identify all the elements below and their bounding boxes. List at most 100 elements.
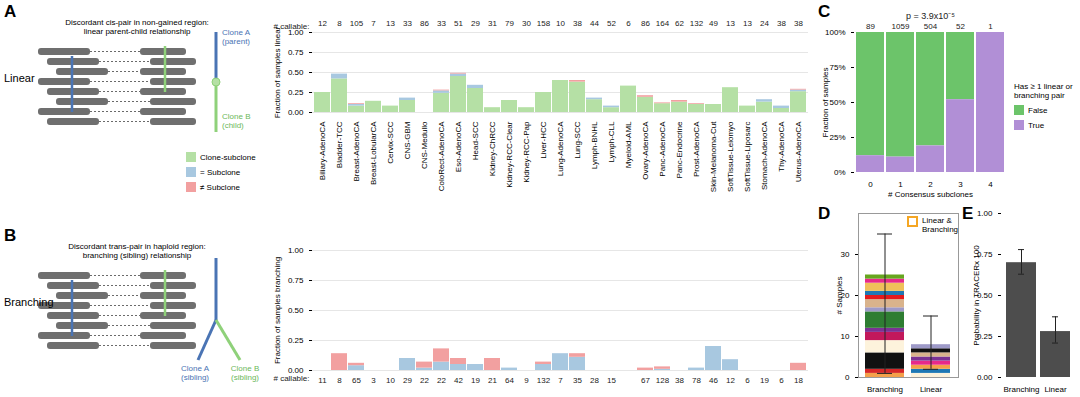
svg-text:89: 89 [866,22,875,31]
svg-text:30: 30 [522,19,531,28]
svg-text:29: 29 [471,19,480,28]
svg-text:Linear: Linear [920,385,943,394]
svg-text:22: 22 [420,376,429,385]
svg-text:13: 13 [386,19,395,28]
svg-text:Eso-AdenoCA: Eso-AdenoCA [454,121,463,172]
svg-text:# callable:: # callable: [273,22,309,31]
svg-text:Cervix-SCC: Cervix-SCC [386,121,395,163]
svg-text:0.00: 0.00 [288,108,304,117]
svg-text:24: 24 [760,19,769,28]
svg-text:15: 15 [607,376,616,385]
svg-text:158: 158 [537,19,551,28]
svg-text:64: 64 [505,376,514,385]
svg-text:10: 10 [386,376,395,385]
svg-text:13: 13 [743,19,752,28]
svg-text:Breast-LobularCA: Breast-LobularCA [369,121,378,185]
svg-text:Thy-AdenoCA: Thy-AdenoCA [777,121,786,172]
svg-text:33: 33 [437,19,446,28]
svg-text:19: 19 [471,376,480,385]
svg-text:1.00: 1.00 [977,209,993,218]
svg-text:Kidney-RCC-Clear: Kidney-RCC-Clear [505,121,514,188]
svg-text:CNS-Medullo: CNS-Medullo [420,121,429,169]
svg-text:42: 42 [454,376,463,385]
svg-text:29: 29 [403,376,412,385]
svg-text:38: 38 [573,19,582,28]
svg-text:8: 8 [337,19,342,28]
svg-text:52: 52 [956,22,965,31]
svg-text:0.25: 0.25 [288,336,304,345]
svg-text:3: 3 [371,376,376,385]
svg-text:0: 0 [845,373,850,382]
svg-text:0.25: 0.25 [288,88,304,97]
svg-text:Lung-SCC: Lung-SCC [573,121,582,159]
svg-text:128: 128 [656,376,670,385]
svg-text:21: 21 [488,376,497,385]
svg-text:10: 10 [556,19,565,28]
svg-text:Breast-AdenoCA: Breast-AdenoCA [352,121,361,182]
svg-text:30: 30 [841,250,850,259]
svg-text:28: 28 [590,376,599,385]
svg-text:6: 6 [626,19,631,28]
svg-text:3: 3 [958,180,963,189]
svg-text:86: 86 [641,19,650,28]
svg-text:132: 132 [537,376,551,385]
svg-text:132: 132 [690,19,704,28]
svg-text:Uterus-AdenoCA: Uterus-AdenoCA [794,121,803,182]
svg-text:1: 1 [988,22,993,31]
svg-text:9: 9 [524,376,529,385]
svg-text:Panc-Endocrine: Panc-Endocrine [675,121,684,178]
svg-text:78: 78 [692,376,701,385]
svg-text:50%: 50% [829,98,845,107]
svg-text:504: 504 [924,22,938,31]
svg-text:Probability in TRACERx 100: Probability in TRACERx 100 [972,245,981,346]
svg-text:0: 0 [868,180,873,189]
svg-text:SoftTissue-Leiomyo: SoftTissue-Leiomyo [726,121,735,192]
svg-text:1059: 1059 [892,22,910,31]
svg-text:0.75: 0.75 [288,276,304,285]
svg-text:Kidney-ChRCC: Kidney-ChRCC [488,121,497,176]
svg-text:38: 38 [777,19,786,28]
svg-text:Bladder-TCC: Bladder-TCC [335,121,344,168]
svg-text:35: 35 [573,376,582,385]
svg-text:6: 6 [779,376,784,385]
svg-text:10: 10 [841,332,850,341]
svg-text:Kidney-RCC-Pap: Kidney-RCC-Pap [522,121,531,183]
svg-text:1: 1 [898,180,903,189]
svg-text:33: 33 [403,19,412,28]
svg-text:19: 19 [760,376,769,385]
svg-text:86: 86 [420,19,429,28]
svg-text:Prost-AdenoCA: Prost-AdenoCA [692,121,701,177]
svg-text:4: 4 [988,180,993,189]
svg-text:Stomach-AdenoCA: Stomach-AdenoCA [760,121,769,190]
svg-text:Branching: Branching [867,385,903,394]
svg-text:67: 67 [641,376,650,385]
svg-text:0.75: 0.75 [288,48,304,57]
svg-text:75%: 75% [829,63,845,72]
svg-text:12: 12 [318,19,327,28]
svg-text:7: 7 [371,19,376,28]
svg-text:1.00: 1.00 [288,246,304,255]
svg-text:Linear: Linear [1044,385,1067,394]
svg-text:Liver-HCC: Liver-HCC [539,121,548,159]
svg-text:38: 38 [675,376,684,385]
svg-text:Branching: Branching [1003,385,1039,394]
svg-text:18: 18 [794,376,803,385]
svg-text:49: 49 [709,19,718,28]
svg-text:13: 13 [726,19,735,28]
svg-text:0.50: 0.50 [288,68,304,77]
svg-text:0%: 0% [834,168,846,177]
svg-text:# callable:: # callable: [273,374,309,383]
svg-text:105: 105 [350,19,364,28]
svg-text:Lymph-BNHL: Lymph-BNHL [590,121,599,169]
svg-text:CNS-GBM: CNS-GBM [403,121,412,159]
svg-text:12: 12 [726,376,735,385]
svg-text:51: 51 [454,19,463,28]
svg-text:Fraction of samples branching: Fraction of samples branching [273,257,282,364]
svg-text:44: 44 [590,19,599,28]
svg-text:Biliary-AdenoCA: Biliary-AdenoCA [318,121,327,180]
svg-text:Ovary-AdenoCA: Ovary-AdenoCA [641,121,650,180]
svg-text:Head-SCC: Head-SCC [471,121,480,160]
svg-text:2: 2 [928,180,933,189]
svg-text:79: 79 [505,19,514,28]
svg-text:100%: 100% [825,28,845,37]
